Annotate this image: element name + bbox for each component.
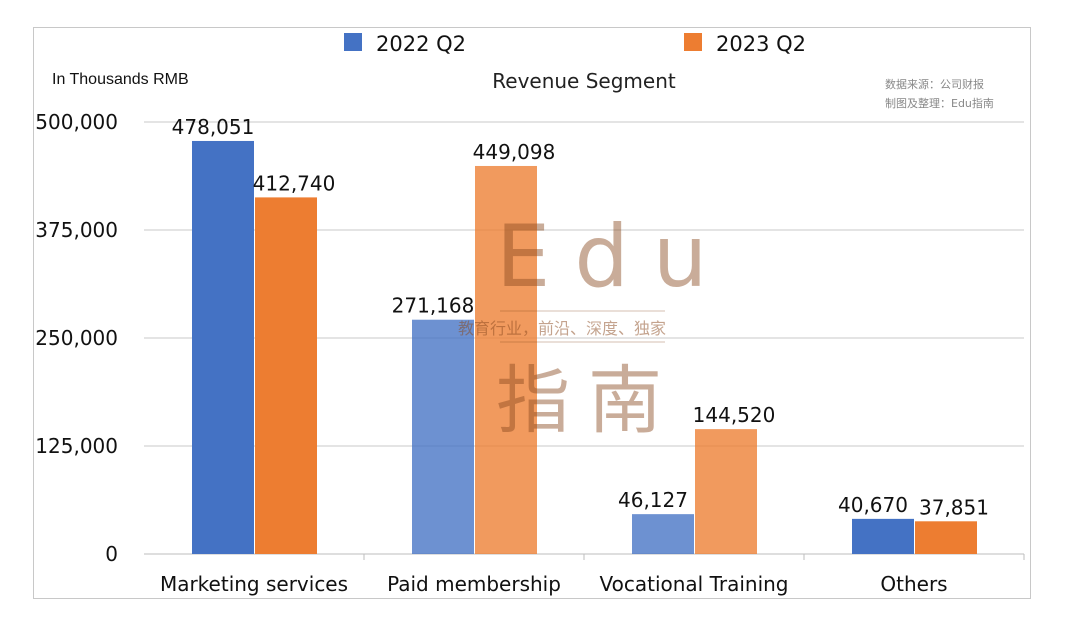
data-label: 37,851 [919, 495, 989, 519]
x-tick-label: Vocational Training [599, 572, 788, 596]
source-note: 制图及整理：Edu指南 [885, 96, 994, 110]
bar [852, 518, 914, 554]
data-label: 449,098 [473, 140, 556, 164]
legend-label: 2023 Q2 [716, 32, 806, 56]
x-tick-label: Marketing services [160, 572, 348, 596]
x-tick-label: Others [880, 572, 947, 596]
chart-title: Revenue Segment [492, 69, 676, 93]
bar [632, 514, 694, 554]
bar [915, 521, 977, 554]
bar [192, 140, 254, 554]
data-label: 271,168 [392, 294, 475, 318]
data-label: 144,520 [693, 403, 776, 427]
x-tick-label: Paid membership [387, 572, 561, 596]
data-label: 40,670 [838, 493, 908, 517]
watermark-logo: Edu [496, 207, 731, 307]
data-label: 46,127 [618, 488, 688, 512]
bar [475, 165, 537, 555]
y-tick-label: 125,000 [35, 434, 118, 458]
y-tick-label: 250,000 [35, 326, 118, 350]
chart-container: 0 125,000 250,000 375,000 500,000 Marketing s… [33, 27, 1031, 599]
legend-label: 2022 Q2 [376, 32, 466, 56]
data-label: 412,740 [253, 171, 336, 195]
watermark-cn: 指南 [496, 358, 680, 444]
units-label: In Thousands RMB [52, 71, 189, 88]
y-tick-label: 375,000 [35, 218, 118, 242]
legend-swatch [344, 33, 362, 51]
y-tick-label: 500,000 [35, 110, 118, 134]
y-tick-label: 0 [105, 542, 118, 566]
legend-swatch [684, 33, 702, 51]
bar [695, 429, 757, 554]
watermark-tagline: 教育行业，前沿、深度、独家 [458, 319, 666, 338]
data-label: 478,051 [172, 115, 255, 139]
bar [412, 319, 474, 554]
bar-chart: 0 125,000 250,000 375,000 500,000 Marketing s… [35, 32, 1025, 596]
source-note: 数据来源：公司财报 [885, 77, 984, 91]
bar [255, 197, 317, 554]
